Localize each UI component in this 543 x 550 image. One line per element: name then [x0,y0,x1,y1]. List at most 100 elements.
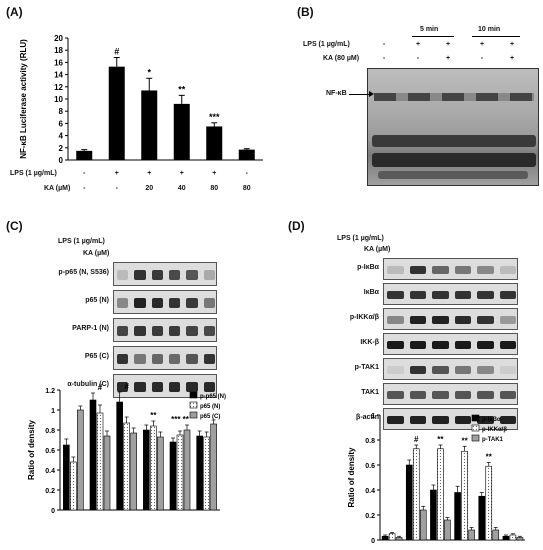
panel-b-ka-1: - [382,55,386,62]
panel-c-blot-band [203,354,215,364]
panel-b-lps-5: + [509,41,515,48]
panel-c-chart-y-label: Ratio of density [27,419,36,480]
panel-d-chart-bar [461,450,468,541]
panel-a-bar [173,103,190,160]
panel-d-blot-band [387,365,404,375]
panel-d-blot-band [387,290,404,300]
panel-d-blot-label: p-IκBα [357,264,379,271]
panel-a-y-tick-label: 10 [54,95,63,104]
panel-b-ka-5: + [509,55,515,62]
panel-d-chart-legend-swatch [471,424,480,432]
panel-b-lps-4: + [479,41,485,48]
panel-d-chart-bar [419,509,427,541]
panel-d-blot-band [454,365,471,375]
panel-d-blot-band [454,415,471,425]
panel-b-time2-line [472,36,520,37]
panel-d-chart-significance: # [414,435,419,444]
panel-a-bar [206,126,223,160]
panel-c-blot-strip [113,262,217,286]
panel-a-ka-3: 20 [145,185,154,192]
panel-b-lps-1: - [382,41,386,48]
panel-c-blot-strip [113,374,217,398]
panel-d-chart-significance: ** [437,435,444,444]
panel-b-lps-label: LPS (1 µg/mL) [303,41,350,48]
panel-d-chart-bar [468,529,475,541]
panel-b-arrow-line [349,94,371,95]
panel-d-blot-band [387,415,404,425]
panel-d-blot-band [409,415,426,425]
panel-c-chart-legend-swatch [189,391,198,399]
panel-d-chart-bar [492,529,500,541]
panel-c-blot-band [186,326,198,336]
panel-d-chart-bar [437,448,444,541]
panel-d-blot-label: p-IKKα/β [349,314,379,321]
panel-a-chart: 0 2 4 6 8 10 12 14 16 18 20 NF-κB Luciferase activi… [19,34,263,165]
panel-c-blot-band [186,382,198,392]
panel-d-blot-strip [383,283,518,305]
panel-a-y-tick-label: 14 [54,71,63,80]
panel-d-blot-band [432,340,449,350]
panel-b-emsa-blot [367,68,539,186]
panel-c-chart-bar [70,461,77,511]
panel-b-ka-label: KA (80 µM) [323,55,360,62]
panel-b-lps-2: + [415,41,421,48]
panel-c-lps-label: LPS (1 µg/mL) [58,238,105,245]
panel-a-y-tick-label: 6 [59,119,64,128]
panel-a-y-tick-label: 4 [59,132,64,141]
panel-d-blot-band [454,340,471,350]
panel-d-blot-band [477,390,494,400]
panel-d-blot-band [387,390,404,400]
panel-c-chart-significance: # [124,382,129,391]
panel-c-blot-band [169,382,181,392]
panel-d-chart-legend-label: p-TAK1 [482,437,504,443]
panel-b-lower-band-2 [372,153,536,167]
panel-d-ka-label: KA (µM) [364,246,391,253]
panel-a-significance: *** [209,112,220,122]
panel-c-chart: 0 0.2 0.4 0.6 0.8 1 1.2 Ratio of density # # ** ***… [27,382,226,515]
panel-b-letter: (B) [297,5,314,19]
panel-c-blot-strip [113,290,217,314]
panel-a-significance: * [147,67,151,77]
panel-a-lps-5: + [212,170,217,177]
panel-c-chart-legend-label: p65 (N) [200,404,220,410]
panel-d-blot-strip [383,383,518,405]
panel-c-chart-bar [103,435,111,511]
panel-a-lps-6: - [245,170,248,177]
panel-b-ka-3: + [445,55,451,62]
panel-d-blot-label: IKK-β [360,339,379,346]
panel-b-time2: 10 min [478,26,501,33]
panel-c-chart-y-tick-label: 1 [51,408,55,415]
panel-d-chart-legend-swatch [471,434,480,442]
panel-d-chart-bar [502,535,510,541]
panel-a-lps-4: + [179,170,184,177]
panel-d-chart-bar [388,533,396,541]
panel-c-blot-band [169,354,181,364]
panel-c-chart-bar [143,429,150,511]
panel-d-blot-band [454,315,471,325]
panel-c-blot-band [134,298,146,308]
panel-c-blot-band [151,298,163,308]
panel-a-significance: # [114,47,119,57]
panel-c-blot-band [203,326,215,336]
panel-c-blot-band [203,298,215,308]
panel-d-blot-band [409,290,426,300]
panel-a-bar [238,149,255,160]
panel-b-time1: 5 min [420,26,439,33]
panel-c-blot-band [186,270,198,280]
panel-d-blot-band [499,290,516,300]
panel-d-blot-strip [383,258,518,280]
panel-d-blot-label: IκBα [363,289,379,296]
panel-d-blot-band [499,365,516,375]
panel-d-chart-bar [485,465,493,541]
panel-c-blot-band [169,270,181,280]
panel-a-lps-2: + [114,170,119,177]
panel-d-blot-label: TAK1 [361,389,379,396]
panel-d-blot-band [499,315,516,325]
panel-c-blot-band [117,298,129,308]
panel-d-letter: (D) [288,219,305,233]
panel-c-blot-band [117,354,129,364]
panel-d-blot-band [432,315,449,325]
panel-c-blot-band [117,270,129,280]
panel-a-ka-4: 40 [177,185,186,192]
panel-a-ka-label: KA (µM) [44,185,71,192]
